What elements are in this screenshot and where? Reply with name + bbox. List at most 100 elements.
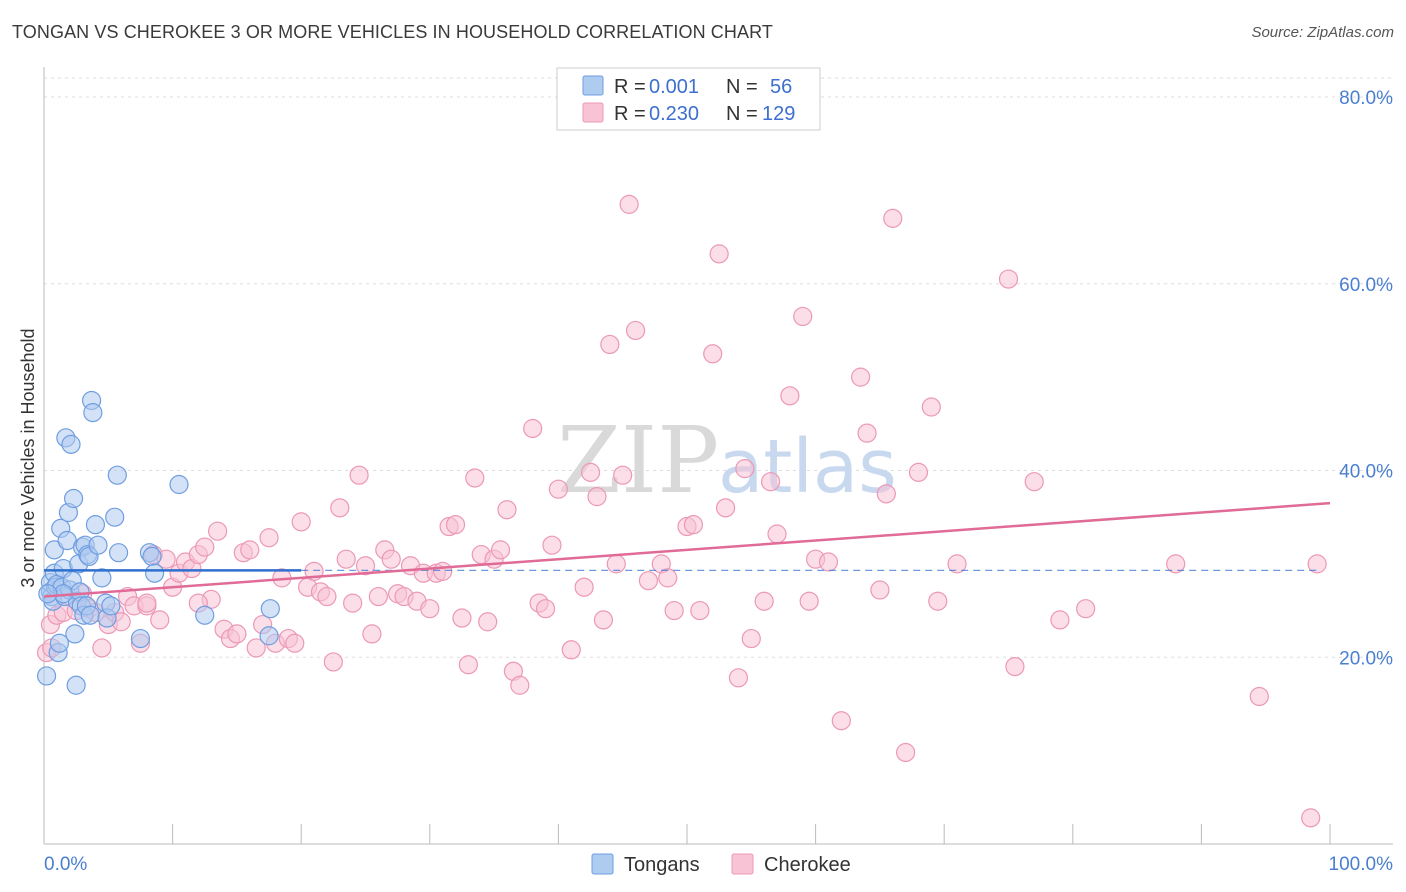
cherokee-point: [896, 742, 916, 763]
tongans-point: [101, 596, 121, 616]
y-tick-label: 60.0%: [1339, 275, 1393, 296]
cherokee-point: [574, 577, 594, 597]
cherokee-point: [535, 599, 556, 619]
axes: [43, 67, 1393, 845]
legend-n-label-cherokee: N =: [726, 103, 758, 125]
cherokee-point: [587, 487, 607, 507]
cherokee-point: [478, 612, 498, 632]
cherokee-point: [658, 568, 678, 588]
x-tick-label: 100.0%: [1329, 854, 1394, 875]
cherokee-point: [593, 610, 614, 630]
tongans-point: [169, 474, 189, 495]
legend-r-label-tongans: R =: [614, 76, 646, 98]
legend-box: R = 0.001 N = 56 R = 0.230 N = 129: [556, 67, 821, 131]
bottom-legend-label-tongans: Tongans: [624, 854, 700, 876]
legend-swatch-cherokee: [582, 102, 604, 123]
tongans-point: [195, 605, 215, 625]
cherokee-point: [664, 600, 684, 621]
cherokee-point: [1005, 656, 1025, 677]
cherokee-point: [510, 675, 530, 695]
tongans-point: [83, 403, 103, 423]
cherokee-point: [420, 599, 440, 619]
tongans-point: [38, 584, 58, 604]
tongans-points: [36, 390, 280, 695]
tongans-point: [105, 507, 125, 527]
legend-n-value-tongans: 56: [770, 76, 792, 98]
watermark-zip: ZIP: [557, 407, 719, 514]
cherokee-point: [741, 628, 761, 649]
bottom-legend-label-cherokee: Cherokee: [764, 854, 851, 876]
bottom-legend-swatch-cherokee: [731, 853, 754, 875]
cherokee-point: [291, 512, 311, 532]
tongans-point: [61, 434, 81, 454]
cherokee-point: [703, 344, 723, 364]
cherokee-point: [465, 468, 485, 488]
tongans-point: [259, 626, 279, 646]
cherokee-point: [1050, 610, 1070, 630]
cherokee-point: [240, 540, 260, 560]
bottom-legend-swatch-tongans: [591, 853, 614, 875]
cherokee-point: [908, 462, 929, 482]
cherokee-point: [137, 593, 157, 613]
cherokee-point: [259, 528, 279, 548]
tongans-point: [80, 605, 100, 625]
legend-n-value-cherokee: 129: [762, 103, 795, 125]
cherokee-point: [780, 386, 800, 406]
cherokee-points: [36, 194, 1327, 828]
y-axis-label: 3 or more Vehicles in Household: [18, 328, 38, 587]
legend-r-value-cherokee: 0.230: [649, 103, 699, 125]
tongans-point: [107, 465, 127, 485]
cherokee-point: [728, 668, 749, 688]
cherokee-point: [921, 397, 941, 417]
cherokee-point: [548, 479, 569, 499]
tongans-point: [63, 488, 84, 509]
tongans-point: [130, 628, 151, 649]
cherokee-point: [799, 591, 819, 611]
cherokee-point: [445, 515, 466, 535]
cherokee-point: [851, 367, 871, 387]
cherokee-point: [343, 593, 363, 613]
tongans-point: [92, 568, 112, 588]
cherokee-point: [433, 561, 453, 581]
cherokee-point: [754, 591, 774, 611]
cherokee-trend-line: [43, 501, 1331, 598]
cherokee-point: [336, 549, 356, 569]
tongans-point: [260, 599, 280, 619]
legend-r-label-cherokee: R =: [614, 103, 646, 125]
cherokee-point: [523, 418, 543, 439]
chart-title: TONGAN VS CHEROKEE 3 OR MORE VEHICLES IN…: [12, 22, 773, 42]
cherokee-point: [870, 580, 890, 600]
cherokee-point: [150, 610, 170, 630]
cherokee-point: [767, 524, 787, 544]
cherokee-point: [928, 591, 948, 611]
tongans-point: [85, 515, 106, 535]
cherokee-point: [613, 465, 633, 485]
legend-swatch-tongans: [582, 75, 604, 96]
tongans-point: [44, 540, 64, 560]
legend-n-label-tongans: N =: [726, 76, 758, 98]
cherokee-point: [883, 208, 903, 228]
bottom-legend: Tongans Cherokee: [591, 853, 851, 876]
legend-r-value-tongans: 0.001: [649, 76, 699, 98]
cherokee-point: [1166, 554, 1186, 574]
y-tick-label: 80.0%: [1339, 88, 1393, 109]
tongans-point: [65, 624, 85, 644]
tongans-point: [66, 675, 86, 695]
cherokee-point: [619, 194, 639, 214]
cherokee-point: [998, 269, 1019, 289]
cherokee-point: [683, 515, 704, 535]
cherokee-point: [458, 655, 478, 675]
cherokee-point: [1076, 599, 1096, 619]
chart-source: Source: ZipAtlas.com: [1251, 24, 1394, 41]
cherokee-point: [497, 500, 517, 520]
cherokee-point: [715, 498, 736, 518]
tongans-point: [144, 563, 165, 583]
tongans-point: [142, 546, 162, 567]
cherokee-point: [452, 608, 472, 628]
cherokee-point: [690, 600, 710, 621]
tongans-point: [88, 535, 108, 555]
cherokee-point: [490, 540, 511, 560]
cherokee-point: [330, 498, 350, 518]
cherokee-point: [285, 633, 305, 653]
